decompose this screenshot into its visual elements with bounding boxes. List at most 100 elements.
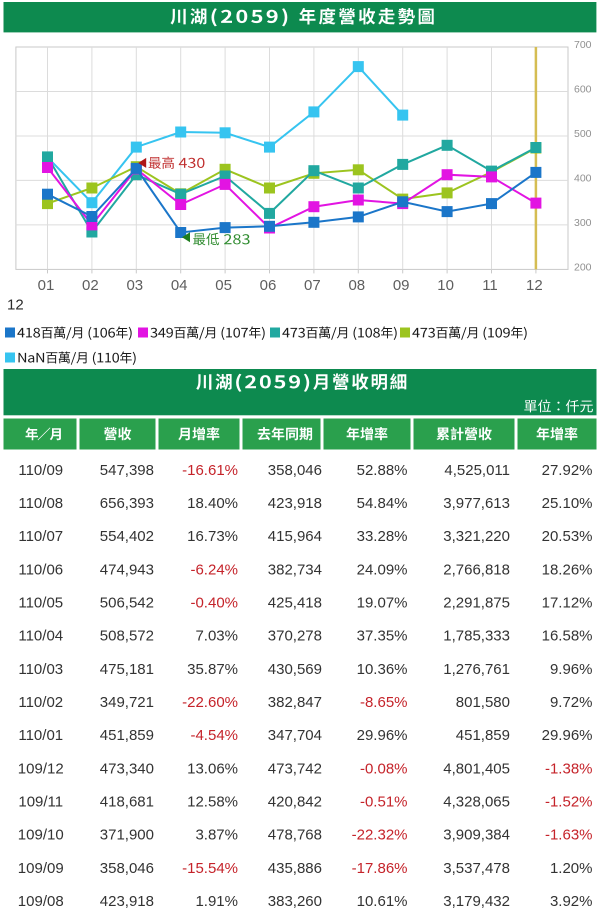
svg-text:9.72%: 9.72%	[550, 694, 593, 711]
svg-text:-22.32%: -22.32%	[352, 827, 408, 844]
svg-text:-1.38%: -1.38%	[545, 760, 593, 777]
svg-text:110/08: 110/08	[18, 495, 63, 512]
svg-text:07: 07	[304, 277, 321, 294]
svg-text:349,721: 349,721	[100, 694, 154, 711]
svg-text:3,909,384: 3,909,384	[443, 827, 510, 844]
svg-text:358,046: 358,046	[268, 462, 322, 479]
svg-text:10.36%: 10.36%	[357, 661, 408, 678]
svg-text:33.28%: 33.28%	[357, 528, 408, 545]
svg-text:29.96%: 29.96%	[542, 727, 593, 744]
svg-text:9.96%: 9.96%	[550, 661, 593, 678]
svg-text:35.87%: 35.87%	[187, 661, 238, 678]
svg-text:16.58%: 16.58%	[542, 628, 593, 645]
svg-text:08: 08	[348, 277, 365, 294]
svg-text:11: 11	[482, 277, 498, 294]
svg-text:52.88%: 52.88%	[357, 462, 408, 479]
svg-text:347,704: 347,704	[268, 727, 322, 744]
svg-text:3,537,478: 3,537,478	[443, 860, 510, 877]
svg-text:3.92%: 3.92%	[550, 893, 593, 910]
svg-text:3,321,220: 3,321,220	[443, 528, 510, 545]
svg-text:17.12%: 17.12%	[542, 595, 593, 612]
svg-text:110/04: 110/04	[18, 628, 63, 645]
svg-text:2,766,818: 2,766,818	[443, 561, 510, 578]
svg-text:27.92%: 27.92%	[542, 462, 593, 479]
svg-text:-0.51%: -0.51%	[360, 794, 408, 811]
svg-text:-0.08%: -0.08%	[360, 760, 408, 777]
svg-text:18.40%: 18.40%	[187, 495, 238, 512]
svg-text:3,977,613: 3,977,613	[443, 495, 510, 512]
svg-text:600: 600	[574, 84, 592, 96]
svg-text:10: 10	[437, 277, 454, 294]
svg-text:451,859: 451,859	[456, 727, 510, 744]
svg-text:-4.54%: -4.54%	[190, 727, 238, 744]
svg-text:370,278: 370,278	[268, 628, 322, 645]
svg-text:12.58%: 12.58%	[187, 794, 238, 811]
svg-text:01: 01	[38, 277, 55, 294]
svg-text:25.10%: 25.10%	[542, 495, 593, 512]
svg-text:700: 700	[574, 39, 592, 51]
svg-text:110/06: 110/06	[18, 561, 63, 578]
svg-text:03: 03	[126, 277, 143, 294]
svg-text:418,681: 418,681	[100, 794, 154, 811]
svg-text:200: 200	[574, 262, 592, 274]
svg-text:109/09: 109/09	[18, 860, 64, 877]
svg-text:12: 12	[7, 297, 24, 314]
svg-text:37.35%: 37.35%	[357, 628, 408, 645]
svg-text:20.53%: 20.53%	[542, 528, 593, 545]
svg-text:500: 500	[574, 128, 592, 140]
svg-text:-1.63%: -1.63%	[545, 827, 593, 844]
svg-text:13.06%: 13.06%	[187, 760, 238, 777]
svg-text:420,842: 420,842	[268, 794, 322, 811]
svg-text:-1.52%: -1.52%	[545, 794, 593, 811]
svg-text:04: 04	[171, 277, 188, 294]
svg-text:656,393: 656,393	[100, 495, 154, 512]
svg-text:382,734: 382,734	[268, 561, 322, 578]
svg-text:09: 09	[393, 277, 410, 294]
svg-text:24.09%: 24.09%	[357, 561, 408, 578]
svg-text:-8.65%: -8.65%	[360, 694, 408, 711]
svg-text:110/09: 110/09	[18, 462, 63, 479]
svg-text:-15.54%: -15.54%	[182, 860, 238, 877]
svg-text:473,742: 473,742	[268, 760, 322, 777]
svg-text:-0.40%: -0.40%	[190, 595, 238, 612]
svg-text:474,943: 474,943	[100, 561, 154, 578]
svg-text:-22.60%: -22.60%	[182, 694, 238, 711]
svg-text:451,859: 451,859	[100, 727, 154, 744]
svg-text:475,181: 475,181	[100, 661, 154, 678]
svg-text:801,580: 801,580	[456, 694, 510, 711]
svg-text:109/11: 109/11	[18, 794, 63, 811]
svg-text:371,900: 371,900	[100, 827, 154, 844]
svg-text:06: 06	[260, 277, 277, 294]
svg-text:1.91%: 1.91%	[195, 893, 238, 910]
svg-text:19.07%: 19.07%	[357, 595, 408, 612]
svg-text:4,525,011: 4,525,011	[444, 462, 510, 479]
svg-text:1.20%: 1.20%	[550, 860, 593, 877]
svg-text:110/01: 110/01	[18, 727, 63, 744]
svg-text:1,276,761: 1,276,761	[443, 661, 510, 678]
svg-text:508,572: 508,572	[100, 628, 154, 645]
svg-text:109/08: 109/08	[18, 893, 64, 910]
svg-text:473,340: 473,340	[100, 760, 154, 777]
svg-text:3,179,432: 3,179,432	[443, 893, 510, 910]
svg-text:400: 400	[574, 173, 592, 185]
svg-text:110/05: 110/05	[18, 595, 63, 612]
svg-text:110/03: 110/03	[18, 661, 63, 678]
svg-text:3.87%: 3.87%	[195, 827, 238, 844]
svg-text:109/10: 109/10	[18, 827, 64, 844]
svg-text:425,418: 425,418	[268, 595, 322, 612]
svg-text:12: 12	[526, 277, 543, 294]
svg-text:10.61%: 10.61%	[357, 893, 408, 910]
svg-text:16.73%: 16.73%	[187, 528, 238, 545]
svg-text:2,291,875: 2,291,875	[443, 595, 510, 612]
svg-text:110/07: 110/07	[18, 528, 63, 545]
svg-text:-16.61%: -16.61%	[182, 462, 238, 479]
svg-text:54.84%: 54.84%	[357, 495, 408, 512]
svg-text:02: 02	[82, 277, 99, 294]
svg-text:430,569: 430,569	[268, 661, 322, 678]
svg-text:423,918: 423,918	[100, 893, 154, 910]
svg-text:29.96%: 29.96%	[357, 727, 408, 744]
svg-text:506,542: 506,542	[100, 595, 154, 612]
svg-text:4,328,065: 4,328,065	[443, 794, 510, 811]
svg-text:-6.24%: -6.24%	[190, 561, 238, 578]
svg-text:382,847: 382,847	[268, 694, 322, 711]
